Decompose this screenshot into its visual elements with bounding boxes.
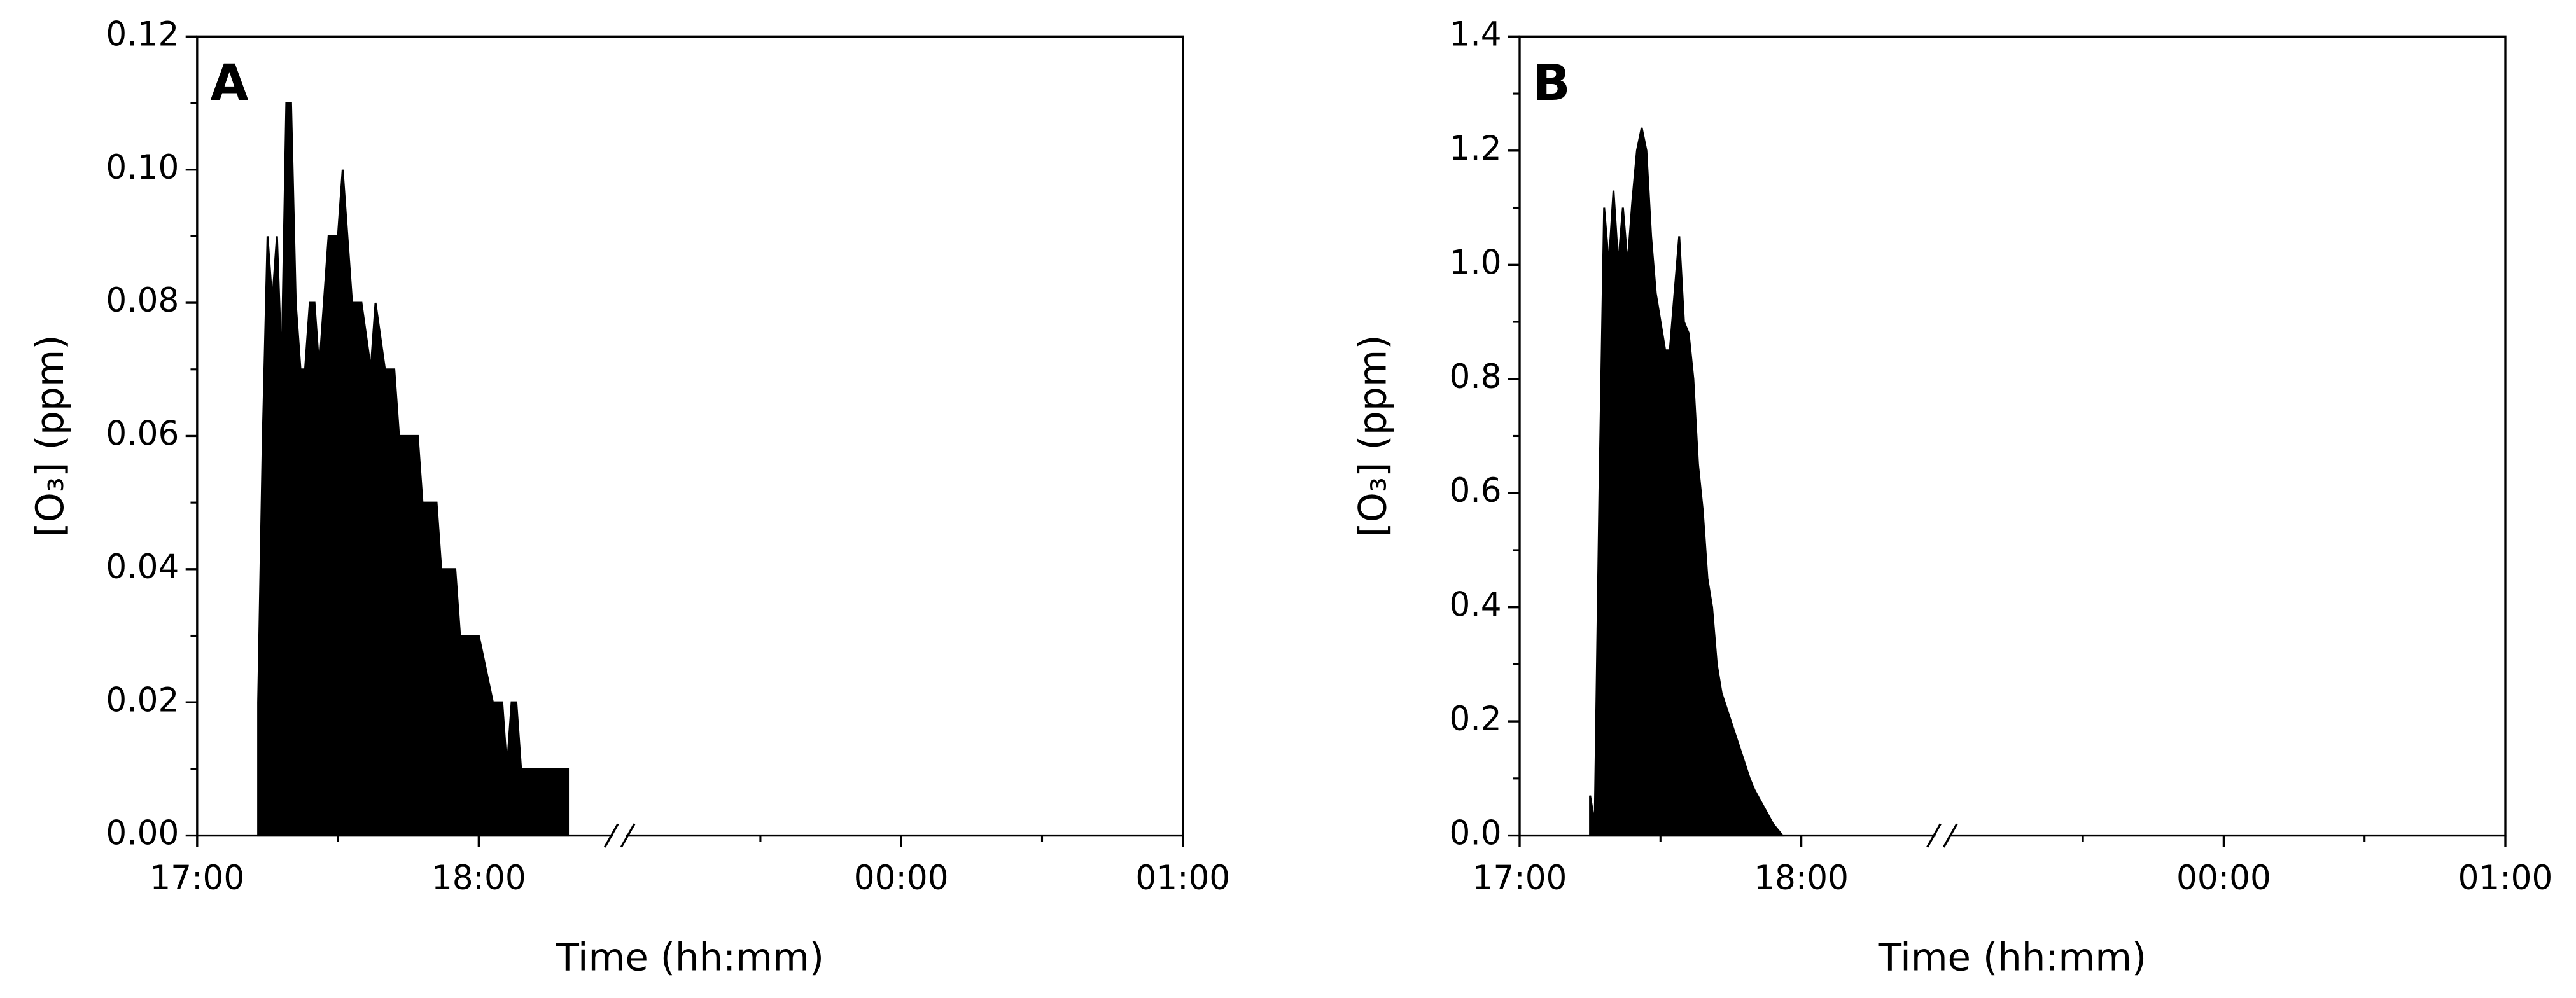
- area: [1589, 127, 1785, 837]
- y-tick-label: 0.8: [1450, 358, 1502, 396]
- axis-break-gap: [613, 830, 626, 841]
- y-tick-label: 0.06: [106, 415, 179, 453]
- plot-frame: [196, 35, 1184, 837]
- y-tick-label: 0.2: [1450, 700, 1502, 738]
- y-tick-label: 0.6: [1450, 472, 1502, 510]
- axis-break: [1926, 823, 1942, 848]
- y-tick-label: 0.00: [106, 814, 179, 852]
- y-tick-label: 0.02: [106, 681, 179, 719]
- y-axis-title: [O₃] (ppm): [29, 335, 73, 537]
- y-tick-label: 0.0: [1450, 814, 1502, 852]
- x-axis-title: Time (hh:mm): [556, 936, 824, 980]
- y-tick-label: 0.08: [106, 282, 179, 320]
- x-tick-label: 01:00: [1135, 859, 1230, 898]
- x-tick-label: 18:00: [1754, 859, 1849, 898]
- x-tick-label: 17:00: [1473, 859, 1567, 898]
- panel-label: B: [1533, 55, 1571, 112]
- y-axis-title: [O₃] (ppm): [1352, 335, 1396, 537]
- panel: 0.0 0.2 0.4 0.6 0.8 1.0 1.2 1.4 17:00 18:00 00:00 0…: [1352, 15, 2553, 980]
- y-tick-label: 0.4: [1450, 586, 1502, 624]
- x-axis-title: Time (hh:mm): [1878, 936, 2146, 980]
- y-tick-label: 1.4: [1450, 15, 1502, 53]
- y-tick-label: 0.04: [106, 548, 179, 586]
- y-tick-label: 0.12: [106, 15, 179, 53]
- x-tick-label: 00:00: [854, 859, 949, 898]
- y-tick-label: 0.10: [106, 149, 179, 187]
- x-tick-label: 00:00: [2176, 859, 2271, 898]
- panel: 0.00 0.02 0.04 0.06 0.08 0.10 0.12 17:00 18:00 00…: [29, 15, 1230, 980]
- x-tick-label: 01:00: [2458, 859, 2553, 898]
- y-tick-label: 1.2: [1450, 130, 1502, 168]
- x-tick-label: 17:00: [150, 859, 244, 898]
- x-tick-label: 18:00: [431, 859, 526, 898]
- y-tick-label: 1.0: [1450, 244, 1502, 282]
- area: [257, 102, 570, 837]
- axis-break: [603, 823, 619, 848]
- axis-break-gap: [1935, 830, 1949, 841]
- axis-break: [1942, 823, 1958, 848]
- panel-label: A: [210, 55, 248, 112]
- axis-break: [620, 823, 636, 848]
